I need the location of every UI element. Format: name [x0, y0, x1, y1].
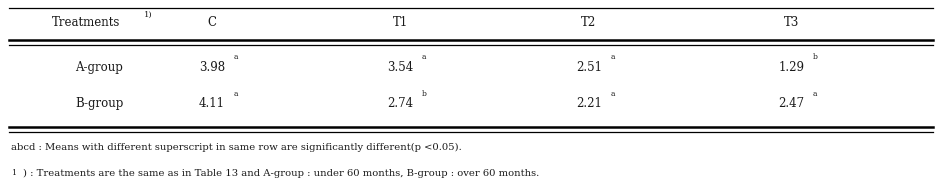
- Text: a: a: [422, 53, 427, 61]
- Text: 1.29: 1.29: [778, 61, 804, 74]
- Text: abcd : Means with different superscript in same row are significantly different(: abcd : Means with different superscript …: [11, 143, 463, 152]
- Text: 3.98: 3.98: [199, 61, 225, 74]
- Text: T2: T2: [581, 17, 596, 29]
- Text: b: b: [422, 90, 427, 98]
- Text: 2.51: 2.51: [576, 61, 602, 74]
- Text: a: a: [610, 90, 615, 98]
- Text: 1: 1: [11, 169, 16, 177]
- Text: 2.74: 2.74: [387, 98, 414, 110]
- Text: C: C: [207, 17, 217, 29]
- Text: ) : Treatments are the same as in Table 13 and A-group : under 60 months, B-grou: ) : Treatments are the same as in Table …: [23, 168, 539, 178]
- Text: A-group: A-group: [75, 61, 123, 74]
- Text: a: a: [234, 90, 238, 98]
- Text: B-group: B-group: [75, 98, 123, 110]
- Text: T1: T1: [393, 17, 408, 29]
- Text: 2.21: 2.21: [576, 98, 602, 110]
- Text: 3.54: 3.54: [387, 61, 414, 74]
- Text: a: a: [234, 53, 238, 61]
- Text: Treatments: Treatments: [52, 17, 121, 29]
- Text: 4.11: 4.11: [199, 98, 225, 110]
- Text: 1): 1): [144, 11, 153, 19]
- Text: b: b: [813, 53, 818, 61]
- Text: 2.47: 2.47: [778, 98, 804, 110]
- Text: a: a: [813, 90, 818, 98]
- Text: a: a: [610, 53, 615, 61]
- Text: T3: T3: [784, 17, 799, 29]
